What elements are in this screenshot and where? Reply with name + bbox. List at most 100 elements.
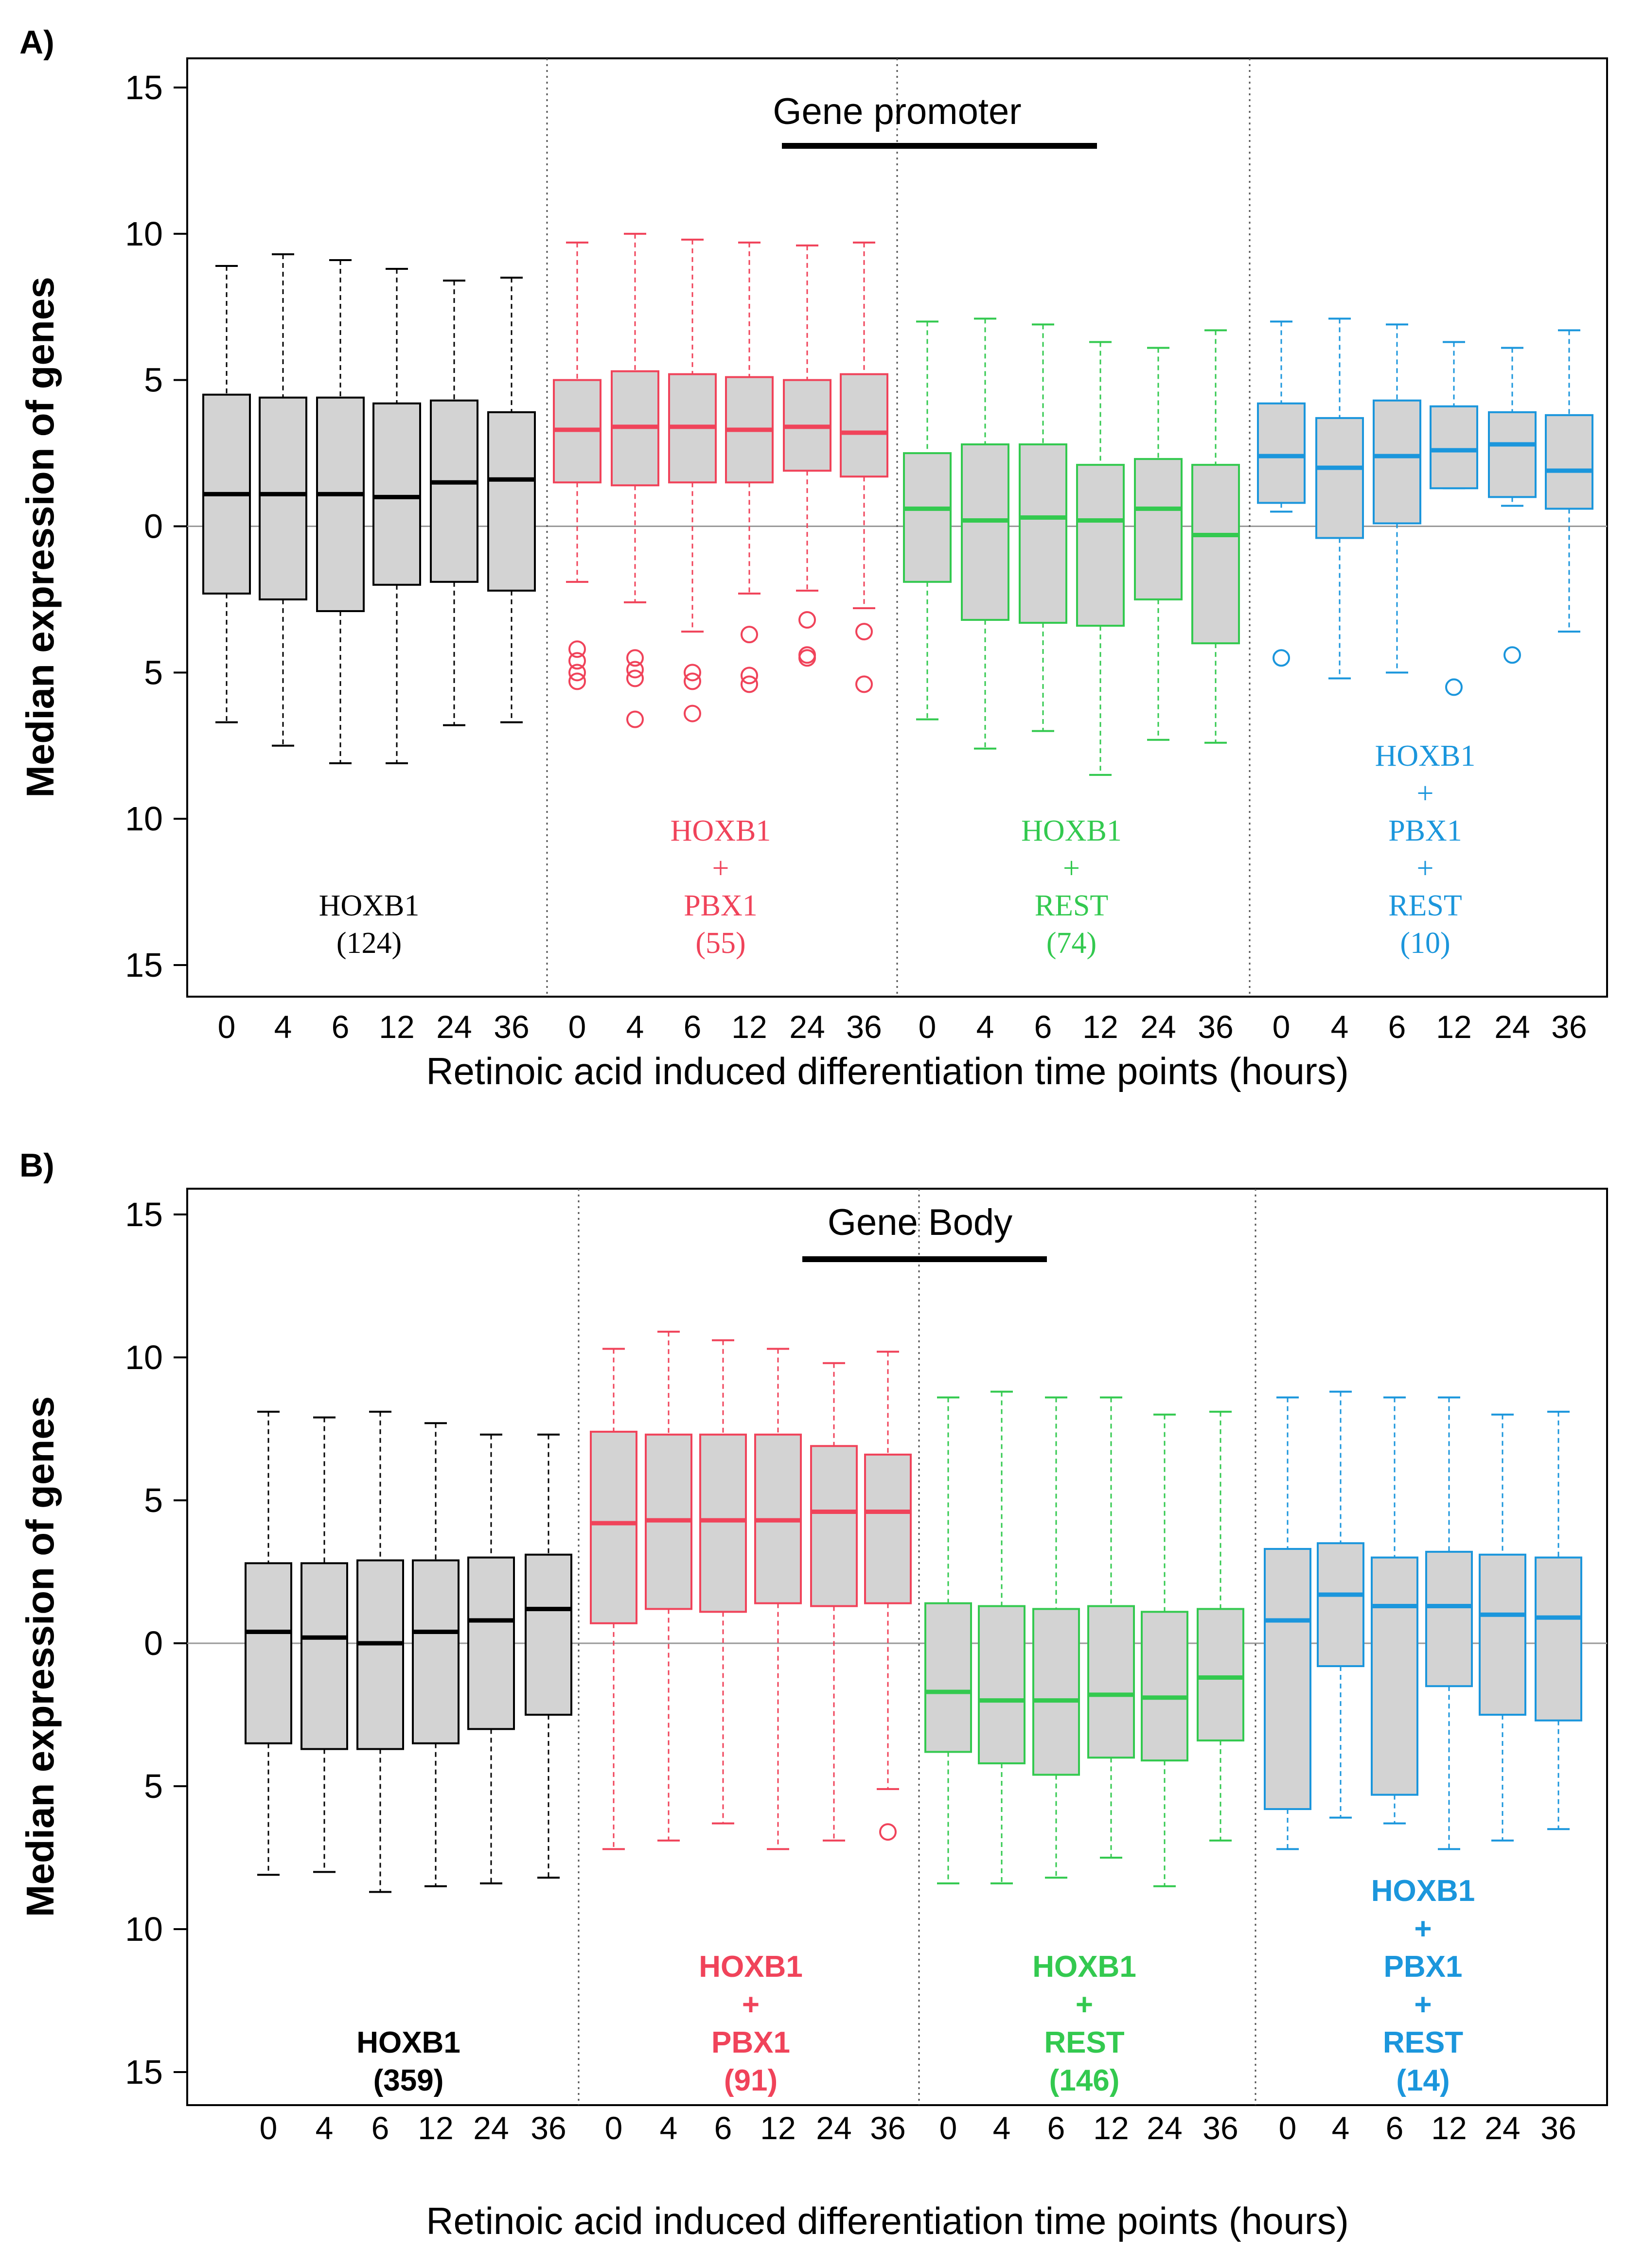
box: [1076, 464, 1125, 627]
group-label-line: HOXB1: [1032, 1950, 1136, 1984]
outlier-point: [568, 640, 586, 658]
outlier-point: [798, 649, 816, 667]
x-tick-label: 12: [1082, 1009, 1118, 1045]
box: [810, 1445, 858, 1607]
y-tick-label: 15: [125, 2053, 163, 2091]
x-tick-label: 6: [371, 2110, 389, 2146]
box: [1264, 1547, 1311, 1811]
group-label-line: HOXB1: [1371, 1874, 1475, 1908]
box: [467, 1556, 515, 1730]
group-label-line: (55): [695, 927, 745, 960]
x-tick-label: 0: [260, 2110, 278, 2146]
box: [372, 402, 421, 586]
box: [1373, 399, 1421, 525]
x-tick-label: 6: [1047, 2110, 1065, 2146]
group-label-line: (10): [1400, 927, 1450, 960]
group-label-line: +: [1417, 777, 1434, 810]
panel-label: A): [19, 24, 54, 61]
box: [1191, 464, 1240, 645]
outlier-point: [684, 704, 701, 722]
box: [1019, 443, 1067, 624]
box: [1317, 1542, 1364, 1668]
x-tick-label: 36: [494, 1009, 529, 1045]
group-label-line: +: [1063, 852, 1080, 885]
box: [1479, 1553, 1526, 1716]
box: [430, 399, 478, 583]
x-tick-label: 24: [789, 1009, 825, 1045]
group-label-line: (359): [373, 2064, 444, 2097]
group-label-line: +: [742, 1988, 760, 2022]
box: [864, 1453, 912, 1604]
group-label-line: HOXB1: [319, 889, 420, 922]
y-tick-label: 15: [125, 946, 163, 984]
box: [924, 1602, 972, 1753]
outlier-point: [879, 1823, 897, 1841]
x-tick-label: 0: [1279, 2110, 1297, 2146]
group-label-line: REST: [1388, 889, 1462, 922]
group-label-line: +: [1417, 852, 1434, 885]
group-label-line: +: [1414, 1912, 1432, 1946]
box: [316, 396, 365, 612]
box: [259, 396, 307, 600]
x-tick-label: 0: [919, 1009, 937, 1045]
outlier-point: [798, 611, 816, 629]
y-tick-label: 0: [144, 1624, 163, 1662]
group-label-line: PBX1: [1388, 814, 1462, 847]
x-tick-label: 24: [1494, 1009, 1530, 1045]
outlier-point: [684, 664, 701, 682]
box: [1535, 1556, 1582, 1722]
box: [840, 373, 888, 478]
box: [1488, 411, 1537, 498]
x-tick-label: 4: [1332, 2110, 1350, 2146]
box: [1257, 402, 1306, 504]
x-tick-label: 12: [760, 2110, 796, 2146]
y-tick-label: 10: [125, 215, 163, 253]
group-label-line: REST: [1044, 2026, 1124, 2059]
outlier-point: [626, 649, 644, 667]
y-tick-label: 5: [144, 1481, 163, 1519]
panel-b: B) 15 10 5 0 5 10 15 Median expression of genes G…: [18, 1147, 1608, 2242]
x-tick-label: 24: [1147, 2110, 1182, 2146]
x-tick-label: 24: [1485, 2110, 1520, 2146]
box: [1425, 1550, 1473, 1688]
x-tick-label: 6: [332, 1009, 350, 1045]
group-label-line: HOXB1: [356, 2026, 460, 2059]
x-tick-label: 36: [531, 2110, 566, 2146]
y-tick-label: 10: [125, 1910, 163, 1948]
x-tick-label: 4: [1331, 1009, 1349, 1045]
outlier-point: [1273, 649, 1290, 667]
x-tick-label: 12: [1436, 1009, 1471, 1045]
y-tick-label: 5: [144, 653, 163, 691]
group-label-line: (74): [1046, 927, 1096, 960]
box: [903, 452, 952, 583]
y-tick-label: 10: [125, 800, 163, 838]
x-tick-label: 36: [846, 1009, 882, 1045]
panel-a: A) 15 10 5 0 5 10 15 Median expression of genes G…: [18, 24, 1608, 1092]
x-tick-label: 0: [1273, 1009, 1291, 1045]
box: [1371, 1556, 1418, 1796]
box: [590, 1430, 637, 1624]
group-label-line: +: [1414, 1988, 1432, 2022]
x-tick-label: 12: [379, 1009, 414, 1045]
x-tick-label: 24: [436, 1009, 472, 1045]
x-tick-label: 6: [684, 1009, 702, 1045]
group-label-line: +: [1076, 1988, 1093, 2022]
box: [487, 411, 536, 592]
box: [356, 1559, 404, 1750]
x-tick-label: 6: [1386, 2110, 1404, 2146]
x-tick-label: 12: [1093, 2110, 1129, 2146]
group-label-line: HOXB1: [1375, 739, 1476, 773]
group-label-line: REST: [1035, 889, 1109, 922]
box: [1134, 458, 1183, 600]
box: [412, 1559, 460, 1744]
group-label-line: PBX1: [684, 889, 758, 922]
box: [1545, 414, 1593, 510]
y-tick-label: 5: [144, 1767, 163, 1805]
outlier-point: [568, 672, 586, 690]
outlier-point: [741, 667, 758, 685]
y-tick-label: 0: [144, 508, 163, 545]
x-tick-label: 12: [418, 2110, 453, 2146]
box: [1315, 417, 1364, 539]
x-tick-label: 12: [731, 1009, 767, 1045]
outlier-point: [568, 664, 586, 682]
